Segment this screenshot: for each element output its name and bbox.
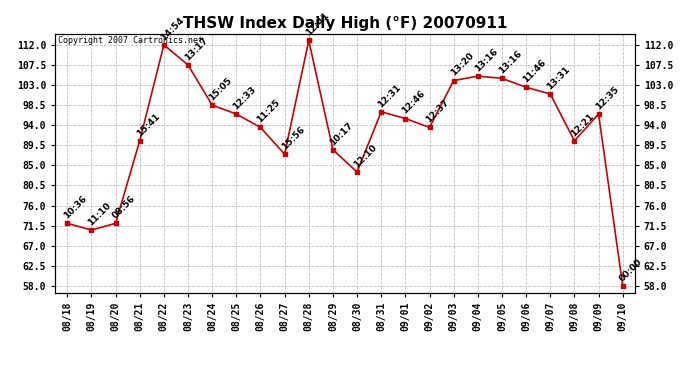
Text: 12:37: 12:37 <box>424 98 451 124</box>
Text: 12:35: 12:35 <box>593 85 620 111</box>
Text: 12:21: 12:21 <box>569 111 596 138</box>
Text: 13:20: 13:20 <box>448 51 475 78</box>
Text: 10:17: 10:17 <box>328 120 355 147</box>
Text: 15:41: 15:41 <box>135 111 161 138</box>
Text: 13:16: 13:16 <box>473 47 500 74</box>
Text: 11:25: 11:25 <box>255 98 282 124</box>
Text: Copyright 2007 Cartronics.net: Copyright 2007 Cartronics.net <box>58 36 203 45</box>
Text: 11:10: 11:10 <box>86 201 113 227</box>
Text: 12:41: 12:41 <box>304 11 331 38</box>
Text: 10:36: 10:36 <box>62 194 89 220</box>
Text: 12:10: 12:10 <box>352 143 379 169</box>
Text: 11:46: 11:46 <box>521 58 548 84</box>
Title: THSW Index Daily High (°F) 20070911: THSW Index Daily High (°F) 20070911 <box>183 16 507 31</box>
Text: 13:17: 13:17 <box>183 36 210 62</box>
Text: 13:16: 13:16 <box>497 49 524 76</box>
Text: 12:46: 12:46 <box>400 89 427 116</box>
Text: 15:05: 15:05 <box>207 76 234 102</box>
Text: 00:00: 00:00 <box>618 257 644 283</box>
Text: 12:31: 12:31 <box>376 82 403 109</box>
Text: 14:54: 14:54 <box>159 15 186 42</box>
Text: 12:33: 12:33 <box>231 85 258 111</box>
Text: 15:56: 15:56 <box>279 125 306 152</box>
Text: 08:56: 08:56 <box>110 194 137 220</box>
Text: 13:31: 13:31 <box>545 64 572 91</box>
